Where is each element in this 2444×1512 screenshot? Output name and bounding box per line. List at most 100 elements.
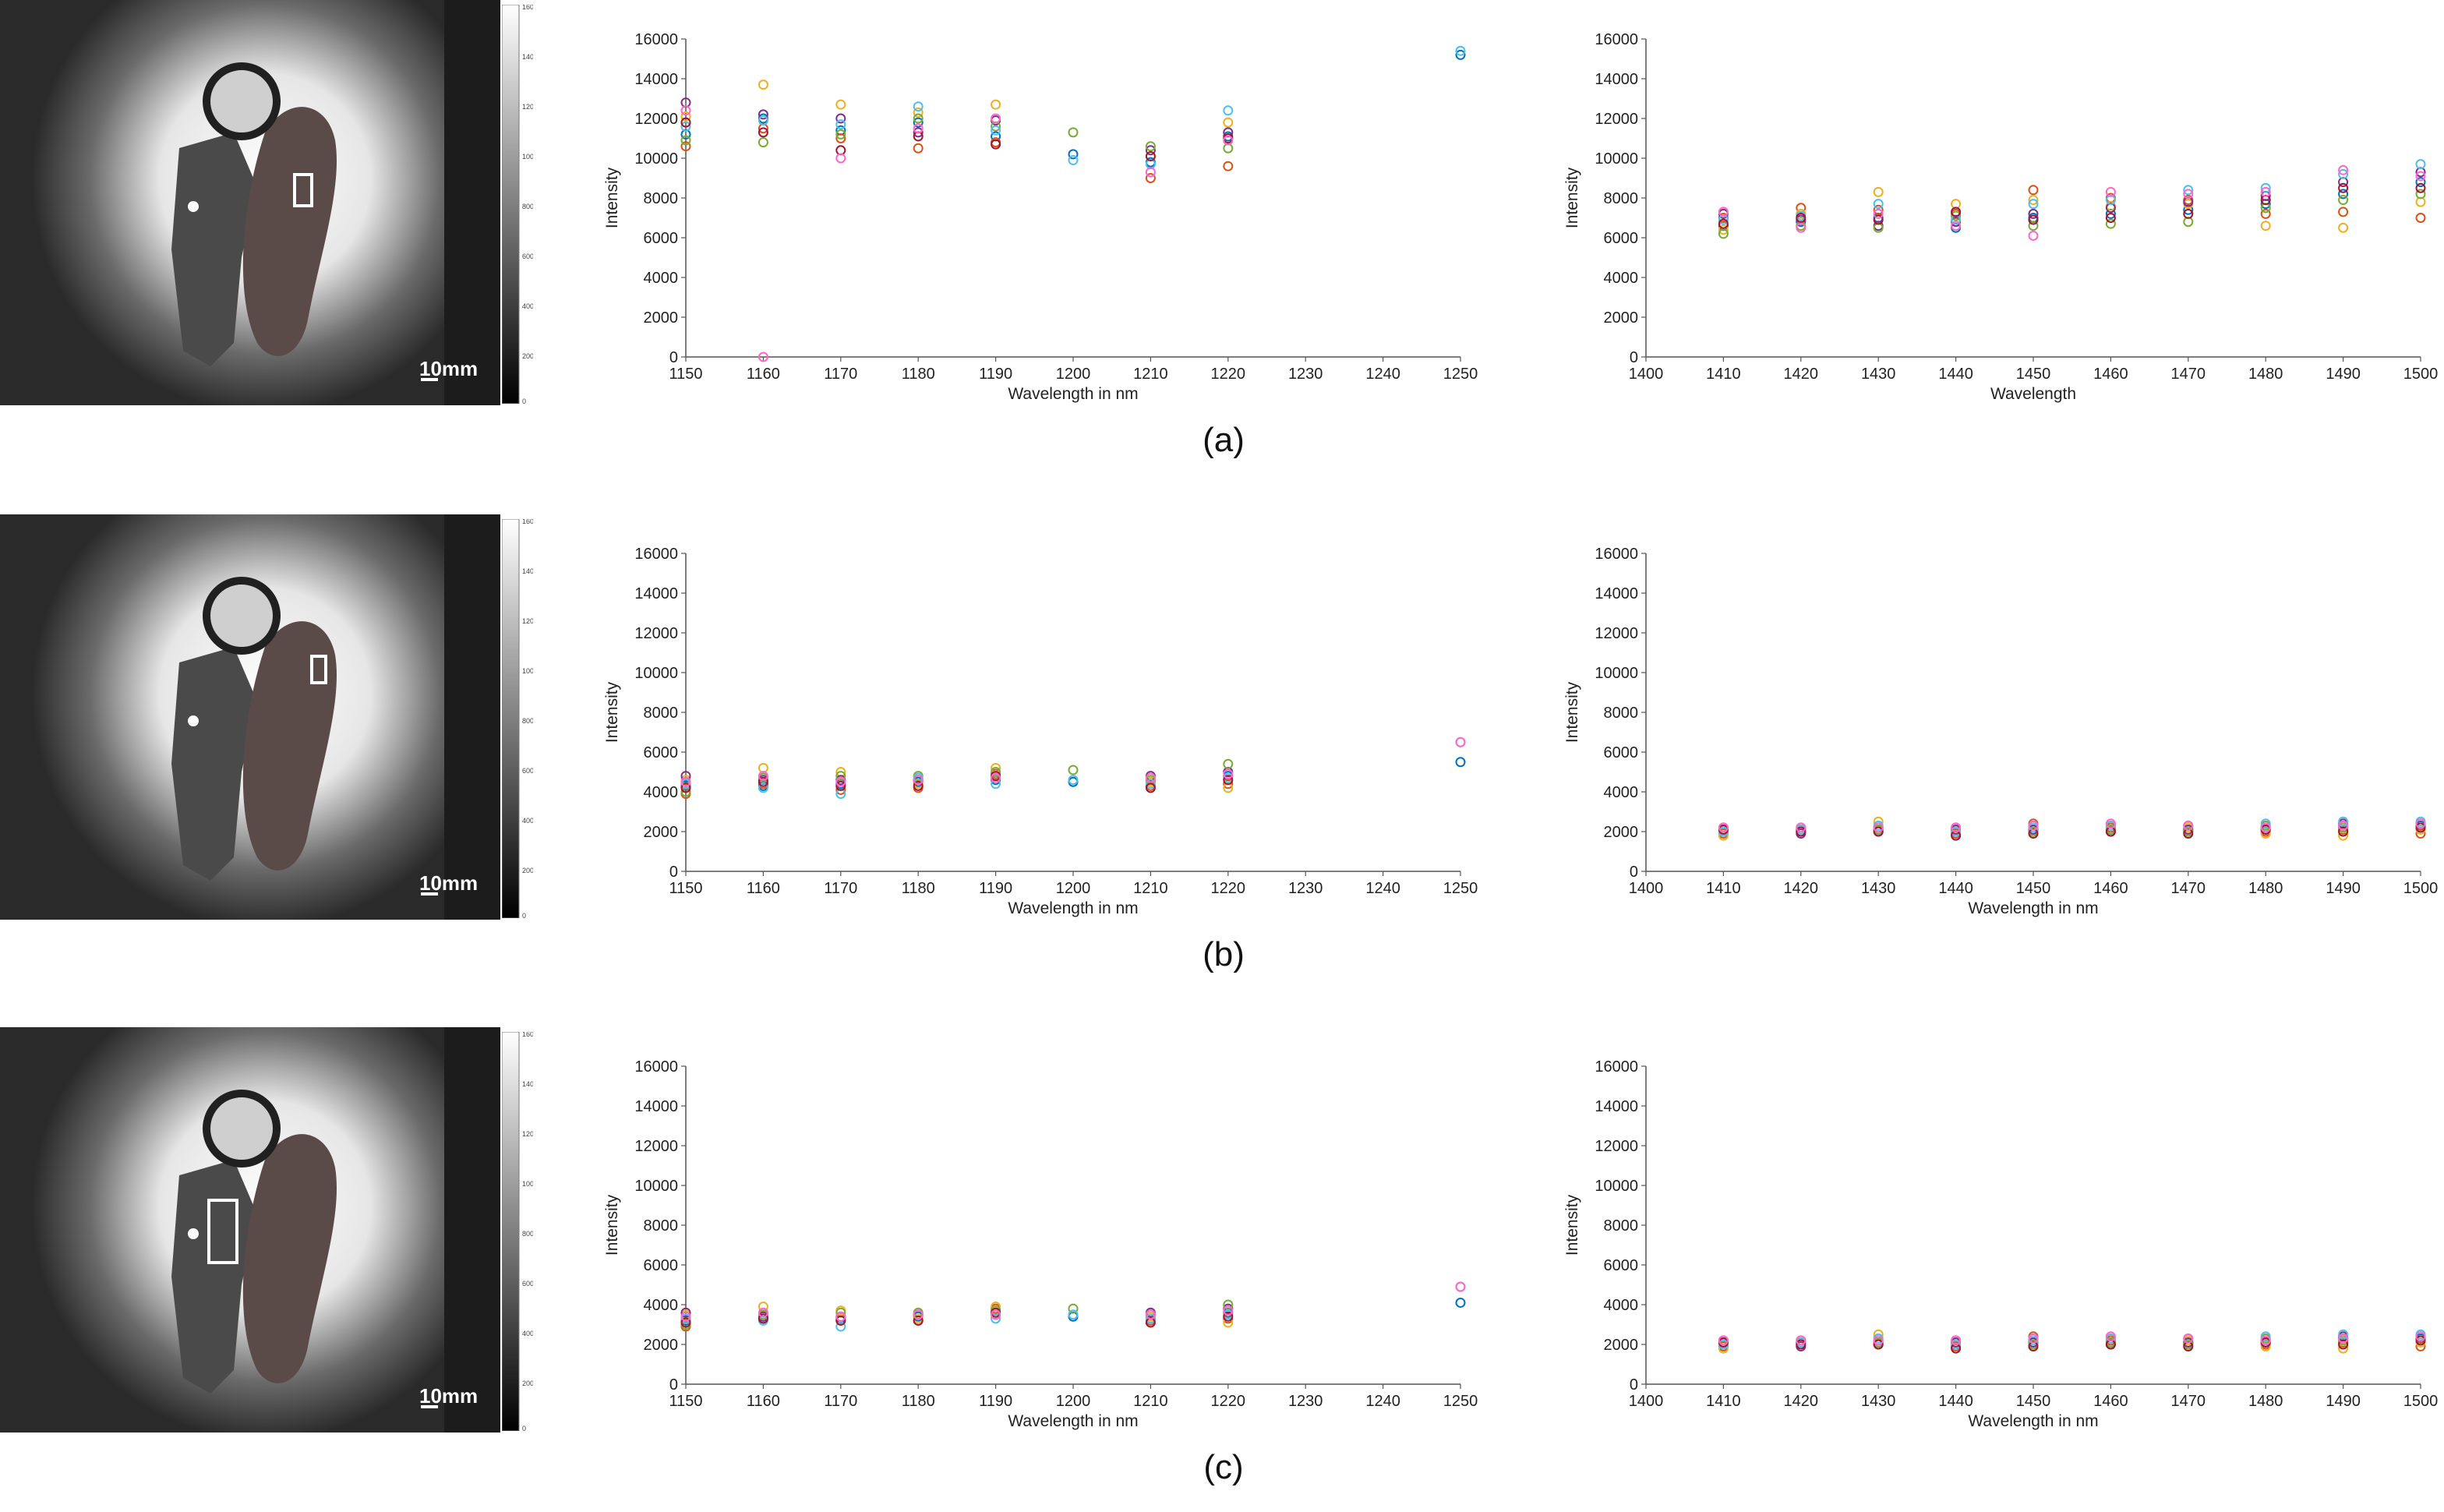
data-point	[1951, 826, 1962, 837]
data-point	[1873, 208, 1884, 219]
data-point	[680, 117, 691, 128]
data-point	[2338, 1333, 2349, 1344]
data-point	[2028, 1335, 2039, 1346]
x-tick-label: 1160	[747, 366, 780, 383]
roi-box-a	[293, 173, 313, 207]
data-point	[1873, 1337, 1884, 1348]
data-point	[2183, 195, 2194, 206]
colorbar-tick: 4000	[522, 817, 533, 825]
y-tick-label: 2000	[644, 309, 679, 327]
y-tick-label: 10000	[634, 1178, 678, 1195]
data-point	[1718, 1339, 1729, 1350]
data-point	[2183, 208, 2194, 219]
x-axis-label: Wavelength in nm	[1968, 1412, 2098, 1430]
sample-image-a: 10mm	[0, 0, 500, 405]
data-point	[1223, 782, 1234, 793]
x-tick-label: 1460	[2093, 1393, 2128, 1410]
data-point	[2338, 177, 2349, 188]
data-point	[2028, 1341, 2039, 1352]
x-tick-label: 1220	[1211, 366, 1246, 383]
data-point	[2183, 822, 2194, 833]
data-point	[2028, 230, 2039, 241]
y-tick-label: 16000	[634, 546, 678, 563]
y-tick-label: 2000	[1604, 824, 1639, 841]
data-point	[2338, 182, 2349, 193]
x-axis-label: Wavelength in nm	[1968, 899, 2098, 917]
x-tick-label: 1180	[902, 1393, 935, 1410]
data-point	[1068, 1303, 1079, 1314]
data-point	[2260, 221, 2271, 231]
data-point	[1223, 771, 1234, 782]
data-point	[758, 780, 768, 791]
y-axis-label: Intensity	[1563, 1194, 1581, 1256]
data-point	[2415, 1341, 2426, 1352]
data-point	[2105, 824, 2116, 835]
x-tick-label: 1230	[1288, 366, 1323, 383]
y-tick-label: 4000	[1604, 270, 1639, 287]
data-point	[1718, 1335, 1729, 1346]
data-point	[991, 1303, 1001, 1314]
data-point	[758, 1313, 768, 1324]
x-axis-label: Wavelength in nm	[1008, 385, 1138, 403]
data-point	[2028, 1339, 2039, 1350]
data-point	[1223, 1309, 1234, 1320]
data-point	[835, 775, 846, 786]
data-point	[1145, 150, 1156, 161]
data-point	[1873, 822, 1884, 833]
data-point	[1951, 824, 1962, 835]
data-point	[991, 115, 1001, 126]
y-tick-label: 8000	[1604, 1217, 1639, 1235]
data-point	[2105, 1339, 2116, 1350]
data-point	[2415, 1331, 2426, 1342]
data-point	[1796, 1339, 1807, 1350]
x-tick-label: 1400	[1629, 1393, 1664, 1410]
data-point	[2028, 1331, 2039, 1342]
data-point	[2028, 185, 2039, 196]
data-point	[1873, 1333, 1884, 1344]
x-tick-label: 1230	[1288, 880, 1323, 897]
data-point	[1718, 1343, 1729, 1354]
y-tick-label: 10000	[1595, 1178, 1638, 1195]
data-point	[758, 1307, 768, 1318]
data-point	[835, 1315, 846, 1326]
x-tick-label: 1150	[669, 880, 702, 897]
data-point	[1951, 830, 1962, 841]
data-point	[835, 99, 846, 110]
y-tick-label: 12000	[634, 111, 678, 128]
caption-c: (c)	[1203, 1448, 1244, 1486]
data-point	[758, 1315, 768, 1326]
x-tick-label: 1480	[2248, 366, 2283, 383]
data-point	[1796, 222, 1807, 233]
x-tick-label: 1410	[1706, 1393, 1741, 1410]
x-tick-label: 1400	[1629, 880, 1664, 897]
caption-b: (b)	[1203, 935, 1245, 973]
data-point	[2105, 203, 2116, 214]
data-point	[2105, 1335, 2116, 1346]
y-axis-label: Intensity	[1563, 681, 1581, 743]
data-point	[1718, 1335, 1729, 1346]
y-tick-label: 8000	[1604, 190, 1639, 207]
data-point	[2338, 164, 2349, 175]
data-point	[1145, 1313, 1156, 1324]
x-tick-label: 1180	[902, 880, 935, 897]
data-point	[1145, 1307, 1156, 1318]
data-point	[2415, 1335, 2426, 1346]
x-tick-label: 1430	[1861, 366, 1896, 383]
data-point	[2105, 818, 2116, 829]
data-point	[1145, 1313, 1156, 1324]
colorbar-tick: 14000	[522, 1080, 533, 1088]
data-point	[758, 123, 768, 134]
data-point	[1145, 779, 1156, 790]
data-point	[758, 779, 768, 790]
data-point	[991, 1307, 1001, 1318]
x-tick-label: 1170	[824, 366, 857, 383]
data-point	[1455, 757, 1466, 768]
x-tick-label: 1240	[1365, 366, 1400, 383]
data-point	[2028, 826, 2039, 837]
data-point	[1145, 782, 1156, 793]
data-point	[835, 789, 846, 800]
y-tick-label: 6000	[1604, 1257, 1639, 1274]
data-point	[991, 139, 1001, 150]
y-tick-label: 0	[1630, 349, 1638, 366]
data-point	[835, 153, 846, 164]
